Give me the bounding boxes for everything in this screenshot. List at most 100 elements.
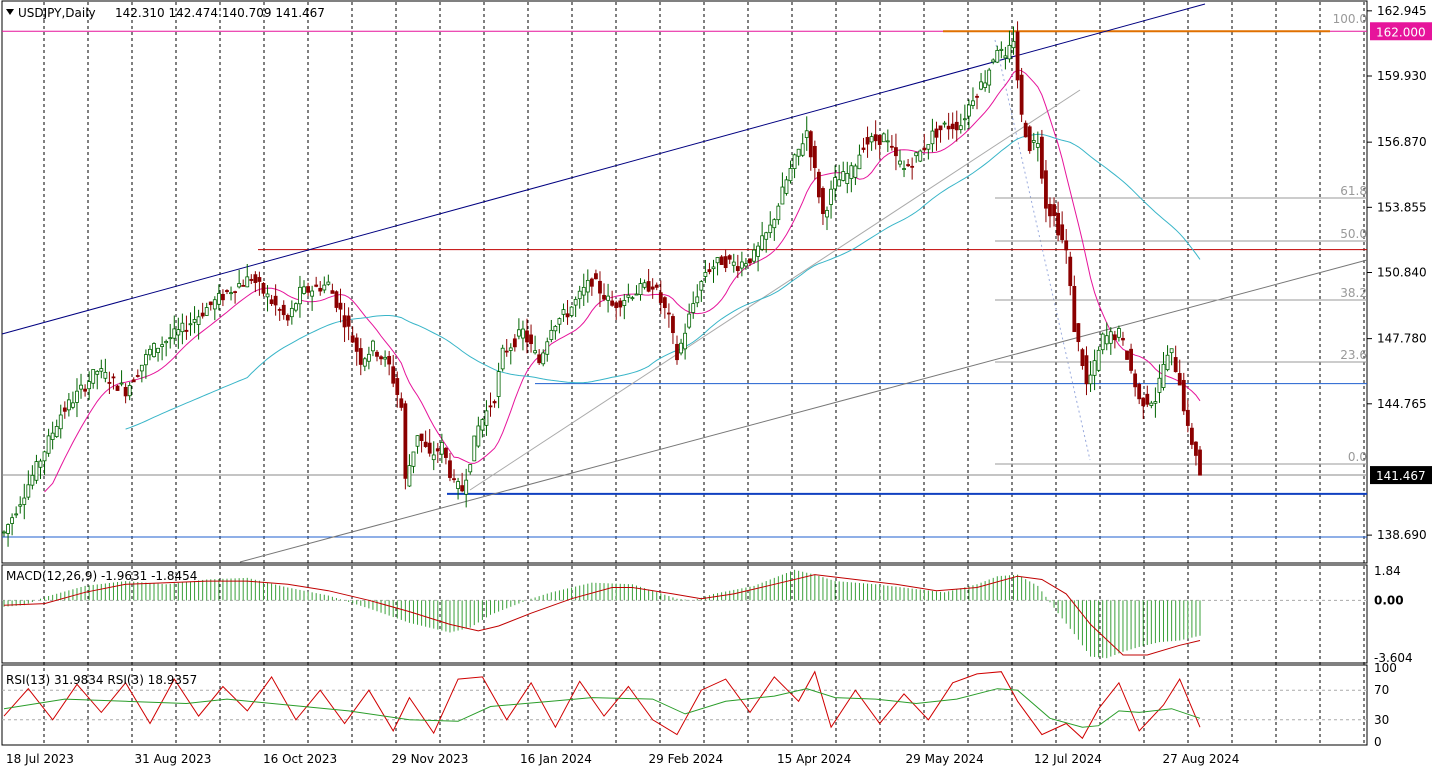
candle-body: [719, 256, 724, 265]
candle-body: [148, 348, 152, 356]
candle-body: [954, 121, 959, 131]
candle-body: [849, 165, 854, 179]
candle-body: [569, 306, 574, 316]
candle-body: [857, 154, 862, 170]
candle-body: [366, 353, 371, 362]
candle-body: [379, 356, 383, 360]
y-tick-label: 159.930: [1377, 69, 1427, 83]
candle-body: [1092, 360, 1097, 376]
candle-body: [606, 295, 610, 301]
candle-body: [869, 136, 874, 143]
fib-label: 0.0: [1348, 450, 1367, 464]
candle-body: [752, 249, 756, 262]
candle-body: [638, 283, 643, 296]
candle-body: [942, 122, 947, 125]
dropdown-triangle-icon[interactable]: [6, 9, 14, 15]
candle-body: [273, 295, 278, 306]
candle-body: [139, 364, 144, 372]
candle-body: [764, 232, 769, 240]
candle-body: [529, 334, 533, 345]
candle-body: [1149, 402, 1154, 406]
candles: [2, 21, 1202, 547]
candle-body: [38, 460, 43, 468]
candle-body: [829, 188, 833, 205]
candle-body: [289, 307, 294, 318]
candle-body: [561, 309, 566, 315]
candle-body: [444, 447, 448, 458]
candle-body: [800, 143, 805, 156]
candle-body: [906, 164, 910, 167]
y-tick-label: 138.690: [1377, 528, 1427, 542]
candle-body: [302, 286, 306, 294]
candle-body: [1068, 256, 1073, 287]
candle-body: [691, 303, 696, 313]
candle-body: [1096, 349, 1101, 371]
candle-body: [143, 354, 148, 366]
candle-body: [788, 168, 793, 182]
candle-body: [804, 130, 809, 138]
rsi-panel-frame: [1, 664, 1368, 746]
candle-body: [488, 405, 493, 408]
candle-body: [1141, 397, 1146, 407]
candle-body: [1133, 373, 1138, 388]
y-tick-label: 147.780: [1377, 332, 1427, 346]
x-tick-label: 29 Feb 2024: [649, 752, 724, 766]
candle-body: [294, 303, 298, 311]
candle-body: [176, 329, 181, 336]
candle-body: [18, 504, 23, 507]
candle-body: [918, 150, 923, 162]
fib-label: 61.8: [1340, 184, 1367, 198]
candle-body: [87, 381, 92, 390]
candle-body: [1177, 373, 1182, 386]
candle-body: [464, 479, 469, 495]
candle-body: [496, 371, 501, 397]
candle-body: [204, 307, 209, 316]
candle-body: [594, 273, 598, 280]
candle-body: [768, 224, 773, 234]
candle-body: [946, 125, 951, 130]
inner-trendline: [469, 89, 1081, 491]
candle-body: [1185, 409, 1190, 426]
candle-body: [1198, 449, 1202, 476]
candle-body: [711, 266, 716, 270]
level-badge: [1370, 22, 1432, 41]
candle-body: [1100, 333, 1105, 351]
candle-body: [314, 284, 319, 287]
candle-body: [735, 266, 740, 271]
candle-body: [1165, 354, 1170, 371]
candle-body: [962, 118, 967, 121]
candle-body: [910, 165, 915, 168]
fib-label: 50.0: [1340, 227, 1367, 241]
candle-body: [841, 171, 846, 181]
chart-header[interactable]: USDJPY,Daily 142.310 142.474 140.709 141…: [6, 6, 325, 20]
fib-label: 23.6: [1340, 348, 1367, 362]
candle-body: [549, 329, 554, 340]
rsi-slow-line: [3, 688, 1201, 728]
candle-body: [423, 441, 428, 447]
candle-body: [79, 384, 83, 390]
candle-body: [808, 131, 813, 158]
candle-body: [1011, 40, 1016, 49]
candle-body: [281, 304, 286, 316]
candle-body: [439, 442, 444, 455]
candle-body: [1189, 427, 1194, 445]
candle-body: [103, 371, 108, 379]
candle-body: [318, 287, 323, 292]
candle-body: [902, 168, 906, 170]
ma-magenta-line: [44, 69, 1201, 493]
candle-body: [6, 524, 10, 534]
candle-body: [492, 401, 497, 404]
candle-body: [1003, 55, 1008, 59]
candle-body: [476, 425, 481, 447]
candle-body: [634, 293, 639, 296]
x-tick-label: 15 Apr 2024: [777, 752, 851, 766]
rsi-label: RSI(13) 31.9834 RSI(3) 18.9357: [6, 673, 197, 687]
rsi-tick-label: 70: [1374, 683, 1389, 697]
candle-body: [821, 188, 825, 214]
candle-body: [172, 328, 177, 339]
candle-body: [885, 140, 890, 143]
candle-body: [614, 302, 619, 308]
candle-body: [123, 386, 128, 397]
candle-body: [817, 171, 821, 198]
candle-body: [557, 318, 562, 325]
